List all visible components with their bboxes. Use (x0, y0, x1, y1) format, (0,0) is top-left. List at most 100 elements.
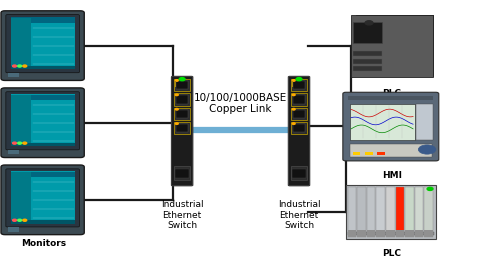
Circle shape (175, 123, 178, 124)
Circle shape (292, 94, 295, 96)
Bar (353, 152, 360, 155)
Bar (346, 185, 436, 239)
FancyBboxPatch shape (343, 92, 439, 161)
Circle shape (18, 219, 21, 221)
Circle shape (365, 21, 373, 25)
Bar (291, 79, 307, 91)
Bar (174, 79, 190, 91)
Bar (424, 187, 433, 237)
Bar (8, 150, 19, 154)
Circle shape (13, 219, 17, 221)
Bar (11, 220, 75, 224)
Bar (405, 187, 414, 237)
Circle shape (18, 142, 21, 144)
Bar (357, 187, 366, 237)
Bar (293, 110, 305, 118)
Bar (376, 187, 385, 237)
Bar (350, 144, 432, 157)
Bar (386, 230, 394, 237)
Bar (293, 81, 305, 89)
Circle shape (179, 78, 185, 81)
Bar (351, 15, 433, 77)
Bar (8, 73, 19, 77)
Circle shape (23, 142, 27, 144)
Bar (353, 51, 382, 56)
Bar (348, 232, 434, 235)
Bar (174, 81, 190, 89)
Text: Monitors: Monitors (21, 239, 66, 248)
Circle shape (13, 65, 17, 67)
Bar (11, 17, 75, 69)
Bar (176, 95, 188, 103)
Bar (11, 18, 31, 69)
Text: Industrial
Ethernet
Switch: Industrial Ethernet Switch (278, 200, 320, 230)
Bar (291, 81, 307, 89)
Circle shape (13, 142, 17, 144)
Circle shape (18, 65, 21, 67)
Circle shape (418, 145, 436, 154)
Bar (395, 187, 404, 237)
FancyBboxPatch shape (288, 76, 310, 186)
Circle shape (23, 65, 27, 67)
Text: Industrial
Ethernet
Switch: Industrial Ethernet Switch (161, 200, 204, 230)
Bar (360, 15, 433, 75)
Bar (174, 108, 190, 120)
Circle shape (296, 78, 302, 81)
Bar (365, 152, 373, 155)
Bar (353, 22, 382, 43)
FancyBboxPatch shape (6, 15, 79, 73)
Circle shape (292, 108, 295, 110)
FancyBboxPatch shape (171, 76, 193, 186)
Bar (11, 95, 75, 100)
Bar (11, 17, 75, 23)
Bar (175, 169, 189, 178)
FancyBboxPatch shape (1, 11, 84, 80)
Circle shape (292, 123, 295, 124)
Bar (11, 172, 75, 177)
Bar (174, 122, 190, 134)
Bar (424, 230, 433, 237)
Bar (353, 58, 382, 63)
Circle shape (175, 80, 178, 81)
FancyBboxPatch shape (1, 165, 84, 235)
Circle shape (175, 108, 178, 110)
Bar (176, 81, 188, 89)
Bar (367, 187, 375, 237)
Bar (11, 95, 31, 146)
Bar (416, 104, 433, 140)
Bar (348, 96, 433, 100)
Bar (11, 171, 75, 224)
Bar (291, 93, 307, 106)
Text: PLC: PLC (382, 249, 402, 258)
Circle shape (427, 187, 433, 190)
Bar (415, 230, 423, 237)
Bar (293, 95, 305, 103)
Bar (174, 93, 190, 106)
Bar (376, 230, 385, 237)
Bar (357, 230, 366, 237)
Bar (365, 15, 433, 74)
Bar (348, 187, 356, 237)
Bar (405, 230, 414, 237)
Circle shape (175, 94, 178, 96)
Circle shape (292, 80, 295, 81)
Bar (353, 66, 382, 71)
Bar (367, 230, 375, 237)
Bar (8, 227, 19, 232)
Bar (175, 82, 185, 87)
Bar (292, 169, 306, 178)
FancyBboxPatch shape (6, 92, 79, 150)
FancyBboxPatch shape (6, 169, 79, 227)
Bar (386, 187, 394, 237)
Text: PLC: PLC (382, 89, 402, 98)
Bar (395, 230, 404, 237)
Circle shape (23, 219, 27, 221)
Bar (176, 124, 188, 132)
Bar (176, 110, 188, 118)
Bar (292, 82, 302, 87)
Bar (377, 152, 385, 155)
FancyBboxPatch shape (1, 88, 84, 158)
Bar (11, 94, 75, 146)
Bar (11, 66, 75, 69)
Bar (291, 122, 307, 134)
